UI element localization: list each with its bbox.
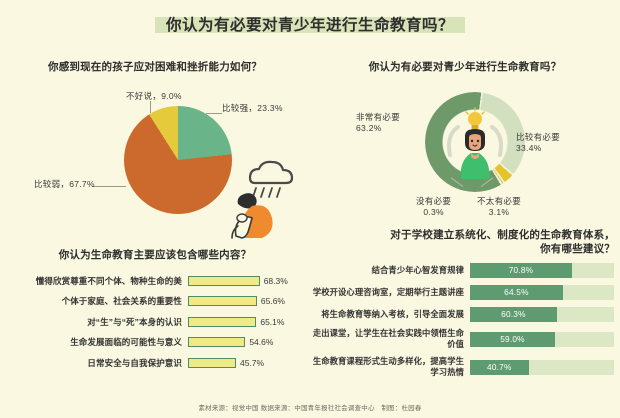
pie-label-unsure: 不好说，9.0%	[126, 91, 182, 101]
suggestion-bar-fill: 40.7%	[470, 359, 529, 375]
pie-label-weak: 比较弱，67.7%	[34, 179, 95, 189]
suggestion-bar-row: 将生命教育等纳入考核，引导全面发展 60.3%	[312, 306, 614, 322]
pie-chart-title: 你感到现在的孩子应对困难和挫折能力如何？	[48, 61, 262, 73]
content-bar-label: 懂得欣赏尊重不同个体、物种生命的美	[35, 275, 182, 286]
suggestion-bar-label: 走出课堂，让学生在社会实践中领悟生命价值	[312, 328, 464, 349]
suggestion-bar-value: 70.8%	[508, 265, 534, 275]
donut-label-not-necessary: 没有必要 0.3%	[416, 196, 451, 218]
content-bar-row: 日常安全与自我保护意识 45.7%	[8, 356, 308, 369]
sad-person-icon	[231, 193, 273, 239]
content-bar-label: 生命发展面临的可能性与意义	[70, 337, 182, 347]
content-bar-value: 68.3%	[263, 275, 288, 286]
content-bar-value: 45.7%	[239, 357, 265, 368]
suggestion-bar-track: 40.7%	[470, 359, 614, 375]
suggestion-bar-value: 40.7%	[487, 362, 512, 372]
content-bar-value: 54.6%	[249, 337, 274, 347]
pie-chart	[124, 106, 232, 214]
donut-chart	[425, 92, 525, 192]
suggestion-bar-fill: 59.0%	[470, 331, 555, 347]
content-bar-area: 68.3%	[188, 275, 308, 286]
donut-label-not-name: 不太有必要	[477, 196, 522, 206]
donut-label-barely-necessary: 不太有必要 3.1%	[477, 196, 521, 218]
content-bar-fill	[188, 357, 236, 368]
content-bar-label: 日常安全与自我保护意识	[87, 357, 182, 368]
content-bar-area: 65.6%	[188, 296, 308, 306]
content-bars-title: 你认为生命教育主要应该包含哪些内容？	[58, 249, 252, 261]
suggestion-bar-fill: 70.8%	[470, 262, 572, 278]
suggestion-bar-label: 结合青少年心智发育规律	[371, 264, 464, 275]
woman-icon	[460, 129, 490, 179]
content-bar-area: 65.1%	[188, 316, 308, 327]
donut-chart-title: 你认为有必要对青少年进行生命教育吗？	[368, 61, 562, 73]
content-bar-value: 65.6%	[260, 296, 285, 306]
suggestion-bar-label: 将生命教育等纳入考核，引导全面发展	[321, 308, 464, 319]
suggestion-bars-title-line2: 你有哪些建议？	[540, 243, 615, 255]
content-bar-row: 个体于家庭、社会关系的重要性 65.6%	[8, 295, 308, 308]
lightbulb-icon	[465, 107, 485, 129]
suggestion-bar-fill: 60.3%	[470, 306, 557, 322]
sad-person-illustration	[231, 160, 294, 239]
content-bar-area: 45.7%	[188, 357, 308, 368]
title-highlight-band	[154, 17, 465, 33]
donut-label-very-value: 63.2%	[356, 123, 382, 133]
suggestion-bar-track: 60.3%	[470, 306, 614, 322]
donut-label-none-value: 0.3%	[423, 207, 444, 217]
rain-cloud-icon	[248, 160, 294, 198]
content-bar-row: 懂得欣赏尊重不同个体、物种生命的美 68.3%	[8, 274, 308, 287]
page-title: 你认为有必要对青少年进行生命教育吗？	[154, 10, 465, 39]
idea-arc-left-icon	[447, 125, 460, 157]
content-bars-chart: 懂得欣赏尊重不同个体、物种生命的美 68.3% 个体于家庭、社会关系的重要性 65.6…	[8, 274, 308, 377]
donut-label-very-necessary: 非常有必要 63.2%	[356, 112, 400, 134]
suggestion-bar-row: 走出课堂，让学生在社会实践中领悟生命价值 59.0%	[312, 328, 614, 350]
pie-leader-line-strong	[206, 113, 222, 114]
content-bar-fill	[188, 316, 257, 327]
pie-label-strong: 比较强，23.3%	[222, 103, 283, 113]
donut-label-some-name: 比较有必要	[516, 132, 561, 142]
pie-leader-line-weak	[92, 186, 126, 187]
suggestion-bar-row: 生命教育课程形式生动多样化，提高学生学习热情 40.7%	[312, 356, 614, 378]
suggestion-bar-track: 70.8%	[470, 262, 614, 278]
donut-label-none-name: 没有必要	[416, 196, 452, 206]
donut-label-very-name: 非常有必要	[356, 112, 401, 122]
main-title-container: 你认为有必要对青少年进行生命教育吗？	[0, 10, 620, 39]
donut-label-not-value: 3.1%	[488, 207, 510, 217]
content-bar-label: 个体于家庭、社会关系的重要性	[61, 296, 182, 306]
suggestion-bar-row: 学校开设心理咨询室，定期举行主题讲座 64.5%	[312, 284, 614, 300]
content-bar-value: 65.1%	[260, 316, 285, 327]
donut-label-somewhat-necessary: 比较有必要 33.4%	[516, 132, 560, 154]
content-bar-fill	[188, 337, 246, 347]
suggestion-bar-fill: 64.5%	[470, 284, 563, 300]
suggestion-bar-value: 59.0%	[500, 334, 525, 344]
content-bar-row: 对“生”与“死”本身的认识 65.1%	[8, 315, 308, 328]
suggestion-bar-track: 59.0%	[470, 331, 614, 347]
suggestion-bars-title-line1: 对于学校建立系统化、制度化的生命教育体系，	[390, 229, 615, 241]
suggestion-bar-value: 64.5%	[504, 287, 529, 297]
suggestion-bar-label: 生命教育课程形式生动多样化，提高学生学习热情	[312, 356, 464, 377]
idea-arc-right-icon	[490, 125, 503, 157]
footer-credits: 素材来源：视觉中国 数据来源：中国青年报社社会调查中心 制图：杜园春	[198, 405, 422, 412]
suggestion-bar-row: 结合青少年心智发育规律 70.8%	[312, 262, 614, 278]
suggestion-bars-chart: 结合青少年心智发育规律 70.8% 学校开设心理咨询室，定期举行主题讲座 64.5% 将…	[312, 262, 614, 384]
content-bar-fill	[188, 296, 257, 306]
suggestion-bar-track: 64.5%	[470, 284, 614, 300]
content-bar-label: 对“生”与“死”本身的认识	[87, 316, 182, 327]
suggestion-bars-title: 对于学校建立系统化、制度化的生命教育体系， 你有哪些建议？	[310, 228, 615, 256]
donut-label-some-value: 33.4%	[516, 143, 542, 153]
pie-leader-line-unsure	[150, 101, 151, 113]
suggestion-bar-value: 60.3%	[501, 309, 526, 319]
suggestion-bar-label: 学校开设心理咨询室，定期举行主题讲座	[312, 286, 464, 297]
thinking-woman-illustration	[447, 107, 503, 179]
page-title-text: 你认为有必要对青少年进行生命教育吗？	[165, 17, 454, 34]
content-bar-row: 生命发展面临的可能性与意义 54.6%	[8, 336, 308, 349]
content-bar-area: 54.6%	[188, 337, 308, 347]
content-bar-fill	[188, 275, 260, 286]
